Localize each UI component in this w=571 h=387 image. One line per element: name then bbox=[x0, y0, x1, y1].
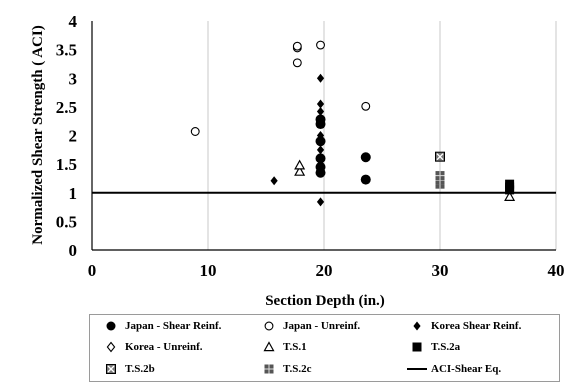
grid-lines bbox=[207, 21, 557, 250]
legend-item-japan-unreinf: Japan - Unreinf. bbox=[258, 316, 360, 336]
y-tick-label: 3 bbox=[69, 69, 78, 88]
point-korea-shear-reinf bbox=[270, 176, 278, 186]
y-tick-label: 4 bbox=[69, 12, 78, 31]
legend-item-japan-shear-reinf: Japan - Shear Reinf. bbox=[100, 316, 221, 336]
data-points bbox=[190, 40, 516, 207]
axes bbox=[91, 21, 556, 251]
legend-item-korea-unreinf: Korea - Unreinf. bbox=[100, 337, 203, 357]
x-tick-label: 10 bbox=[200, 261, 217, 280]
legend: Japan - Shear Reinf. Japan - Unreinf. Kore… bbox=[89, 314, 560, 382]
legend-marker-t-s-2c bbox=[264, 364, 274, 374]
point-japan-unreinf bbox=[292, 58, 302, 68]
point-t-s-1 bbox=[294, 165, 306, 176]
legend-label: ACI-Shear Eq. bbox=[431, 363, 502, 375]
point-t-s-1 bbox=[504, 191, 516, 201]
point-korea-shear-reinf bbox=[316, 99, 325, 109]
point-korea-shear-reinf bbox=[316, 168, 325, 178]
point-t-s-2a bbox=[505, 179, 515, 189]
legend-item-t-s-1: T.S.1 bbox=[258, 337, 307, 357]
point-korea-shear-reinf bbox=[316, 113, 325, 123]
legend-label: Korea Shear Reinf. bbox=[431, 320, 522, 332]
point-korea-shear-reinf bbox=[316, 73, 325, 83]
legend-item-t-s-2c: T.S.2c bbox=[258, 359, 312, 379]
point-japan-shear-reinf bbox=[315, 136, 326, 147]
point-japan-unreinf bbox=[361, 101, 371, 111]
point-korea-shear-reinf bbox=[316, 131, 325, 140]
y-tick-label: 0.5 bbox=[56, 212, 77, 231]
point-japan-unreinf bbox=[316, 40, 325, 50]
x-axis-title: Section Depth (in.) bbox=[265, 293, 385, 309]
legend-label: Japan - Unreinf. bbox=[283, 320, 361, 332]
y-tick-label: 1 bbox=[69, 184, 78, 203]
point-t-s-1 bbox=[294, 159, 306, 170]
legend-marker-t-s-1 bbox=[263, 341, 275, 352]
x-tick-label: 0 bbox=[88, 261, 97, 280]
tick-labels: 0 10 20 30 40 0 0.5 1 1.5 2 2.5 3 3.5 4 bbox=[56, 12, 565, 280]
legend-label: T.S.1 bbox=[283, 341, 307, 353]
point-korea-shear-reinf bbox=[316, 197, 325, 207]
y-tick-label: 0 bbox=[69, 241, 78, 260]
legend-marker-japan-unreinf bbox=[264, 321, 274, 331]
legend-marker-t-s-2b bbox=[106, 364, 116, 374]
point-japan-shear-reinf bbox=[360, 152, 371, 163]
y-tick-label: 1.5 bbox=[56, 155, 77, 174]
y-tick-label: 2 bbox=[69, 127, 78, 146]
legend-marker-t-s-2a bbox=[412, 342, 422, 352]
legend-label: Korea - Unreinf. bbox=[125, 341, 203, 353]
point-japan-unreinf bbox=[190, 127, 200, 136]
legend-item-aci-shear-eq: ACI-Shear Eq. bbox=[406, 359, 501, 379]
legend-item-t-s-2a: T.S.2a bbox=[406, 337, 460, 357]
legend-item-korea-shear-reinf: Korea Shear Reinf. bbox=[406, 316, 521, 336]
point-korea-shear-reinf bbox=[316, 145, 325, 155]
legend-label: T.S.2c bbox=[283, 363, 312, 375]
legend-item-t-s-2b: T.S.2b bbox=[100, 359, 155, 379]
x-tick-label: 20 bbox=[316, 261, 333, 280]
legend-marker-korea-unreinf bbox=[106, 341, 116, 353]
y-axis-title: Normalized Shear Strength ( ACI) bbox=[30, 25, 46, 244]
x-tick-label: 30 bbox=[432, 261, 449, 280]
point-t-s-2b bbox=[435, 151, 445, 162]
point-japan-shear-reinf bbox=[360, 174, 371, 185]
point-korea-shear-reinf bbox=[316, 106, 325, 116]
legend-label: T.S.2a bbox=[431, 341, 461, 353]
y-tick-label: 2.5 bbox=[56, 98, 77, 117]
legend-marker-aci-shear-eq bbox=[407, 368, 427, 370]
point-japan-unreinf bbox=[292, 41, 302, 51]
point-t-s-2c bbox=[435, 171, 445, 181]
legend-label: T.S.2b bbox=[125, 363, 155, 375]
point-korea-shear-reinf bbox=[316, 159, 325, 169]
y-tick-label: 3.5 bbox=[56, 41, 77, 60]
point-japan-shear-reinf bbox=[315, 153, 326, 164]
legend-marker-japan-shear-reinf bbox=[106, 321, 116, 331]
legend-marker-korea-shear-reinf bbox=[413, 321, 421, 331]
legend-label: Japan - Shear Reinf. bbox=[125, 320, 222, 332]
x-tick-label: 40 bbox=[548, 261, 565, 280]
